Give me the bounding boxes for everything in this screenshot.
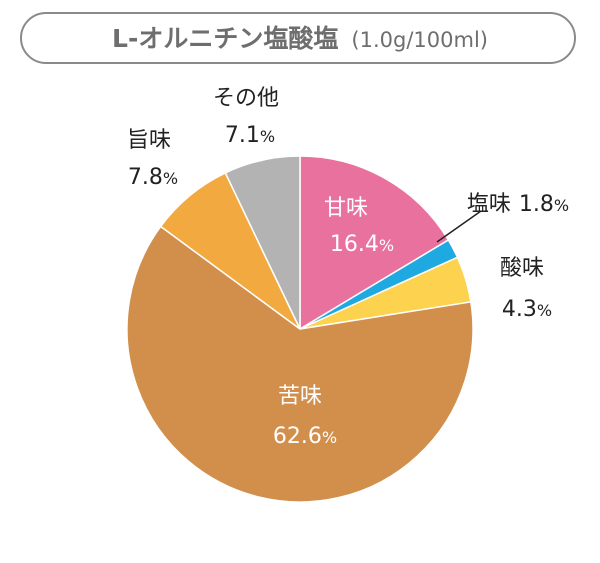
label-other-value: 7.1% <box>225 123 275 148</box>
pie-slice-bitter <box>126 225 474 503</box>
label-sour-name: 酸味 <box>500 256 544 281</box>
slice-labels: 甘味 16.4% 塩味 1.8% 酸味 4.3% 苦味 62.6% 旨味 7.8%… <box>127 86 569 449</box>
label-sour-value: 4.3% <box>502 297 552 322</box>
label-other-name: その他 <box>213 86 279 111</box>
pie-slice-other <box>224 155 301 330</box>
title-frame <box>20 12 576 64</box>
leader-line-salty <box>436 210 482 243</box>
label-sweet-value: 16.4% <box>330 232 394 257</box>
pie-slices <box>126 155 474 503</box>
label-umami-value: 7.8% <box>128 165 178 190</box>
label-bitter-name: 苦味 <box>278 384 322 409</box>
label-sweet-name: 甘味 <box>324 196 368 221</box>
pie-slice-sweet <box>299 155 450 331</box>
label-umami-name: 旨味 <box>127 128 171 153</box>
title-text: L-オルニチン塩酸塩 (1.0g/100ml) <box>112 24 488 53</box>
label-salty: 塩味 1.8% <box>467 192 569 217</box>
chart-title: L-オルニチン塩酸塩 (1.0g/100ml) <box>20 12 576 64</box>
title-sub: (1.0g/100ml) <box>351 28 488 52</box>
label-bitter-value: 62.6% <box>273 424 337 449</box>
title-main: L-オルニチン塩酸塩 <box>112 24 338 53</box>
